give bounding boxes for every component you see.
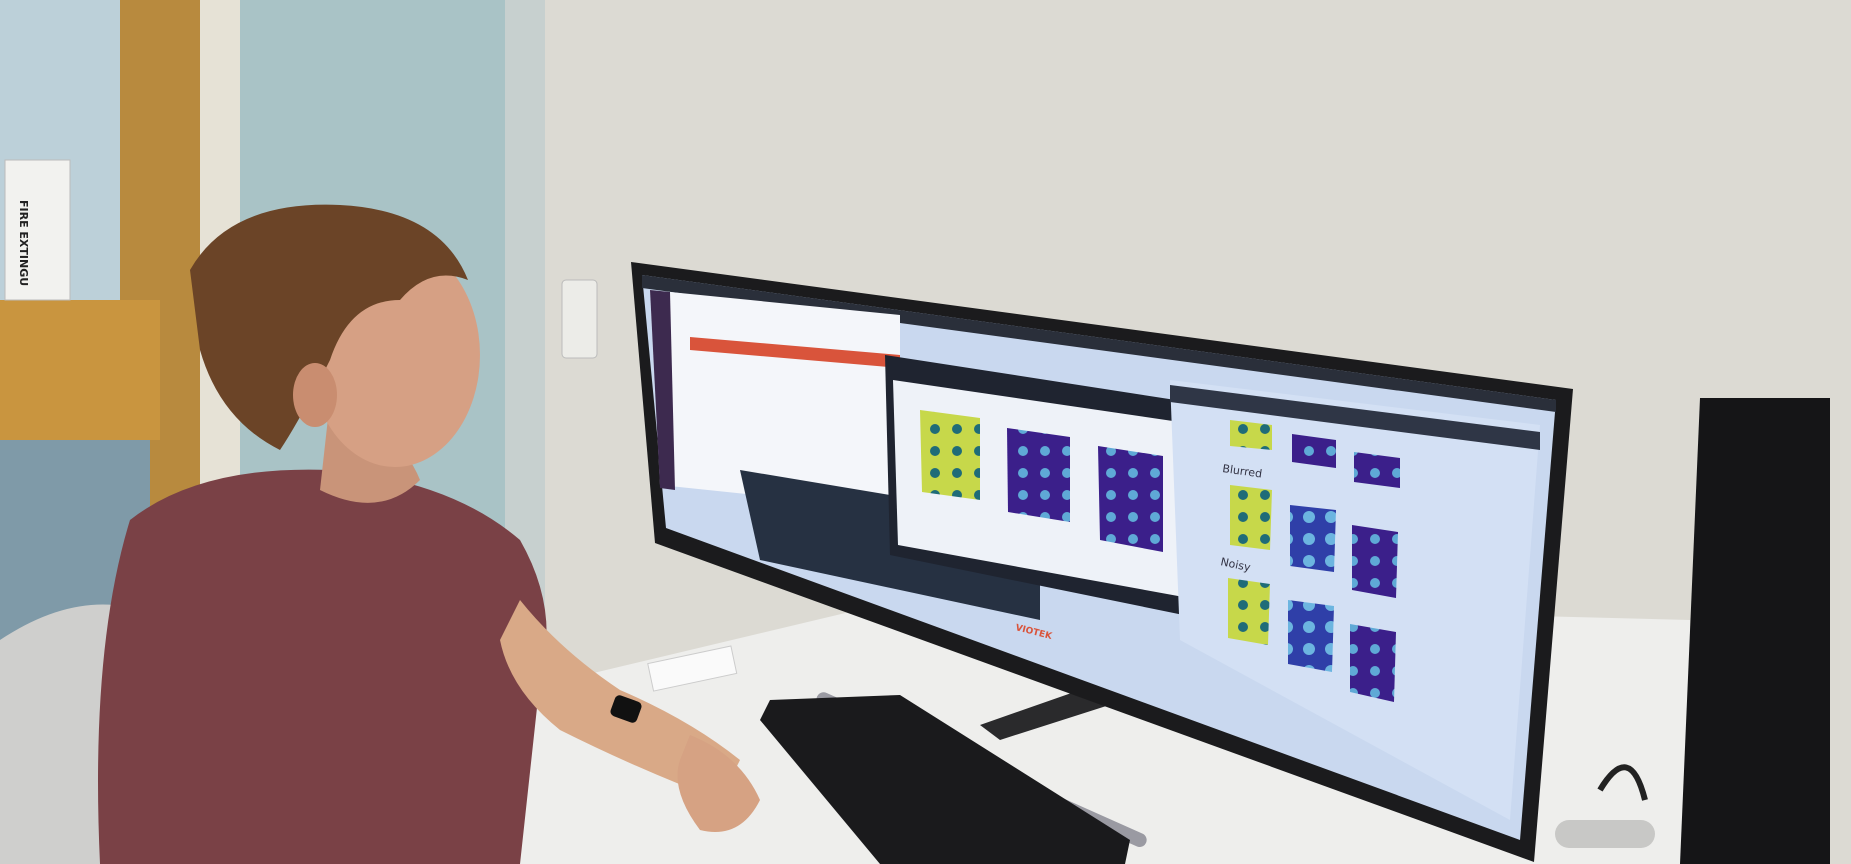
door-sign-text: FIRE EXTINGU xyxy=(17,200,30,286)
shirt xyxy=(98,469,547,864)
plot-fft-2 xyxy=(1098,446,1163,552)
watch xyxy=(610,695,642,723)
thermostat xyxy=(561,279,598,359)
ear xyxy=(293,363,337,427)
hand xyxy=(677,735,760,832)
plot-row1-b xyxy=(1292,434,1336,468)
file-browser-sidebar xyxy=(650,290,675,490)
notebook-toolbar xyxy=(1170,385,1540,450)
plot-row1-c xyxy=(1354,452,1400,488)
second-monitor xyxy=(1680,398,1830,864)
plot-row3-a xyxy=(1228,578,1270,645)
keyboard xyxy=(760,695,1130,864)
label-blurred: Blurred xyxy=(1222,462,1263,480)
selected-file-row xyxy=(690,337,900,368)
label-noisy: Noisy xyxy=(1219,555,1252,574)
plot-row3-c xyxy=(1350,624,1396,702)
taskbar xyxy=(642,275,1556,412)
plot-fft-1 xyxy=(1007,428,1070,522)
plot-row3-b xyxy=(1288,600,1334,672)
cable-grommet xyxy=(1555,820,1655,848)
plot-row2-c xyxy=(1352,525,1398,598)
power-cable xyxy=(1597,764,1648,801)
chair xyxy=(0,604,120,864)
plot-row1-a xyxy=(1230,420,1272,450)
curved-monitor: Blurred Noisy VIOTEK xyxy=(631,262,1573,862)
plot-row2-a xyxy=(1230,485,1272,550)
fire-extinguisher-sign xyxy=(4,159,71,301)
person xyxy=(98,204,760,864)
card xyxy=(647,645,738,692)
plot-row2-b xyxy=(1290,505,1336,572)
plot-original xyxy=(920,410,980,500)
hair xyxy=(190,204,468,450)
